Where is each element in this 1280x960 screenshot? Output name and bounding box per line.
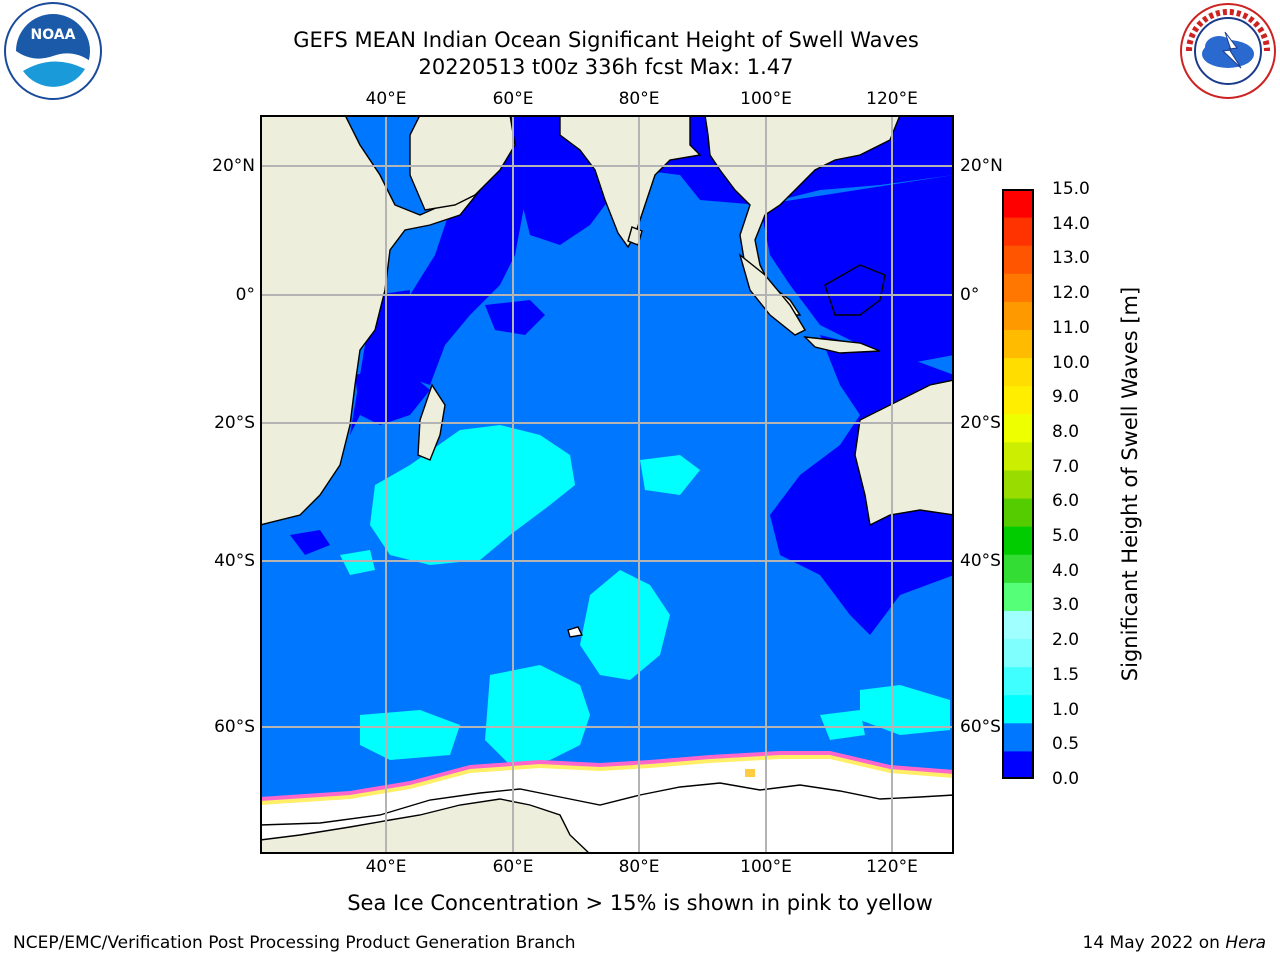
- map-panel: [260, 115, 954, 854]
- noaa-logo: NOAA: [3, 1, 103, 101]
- colorbar-tick-label: 10.0: [1052, 352, 1090, 373]
- colorbar-tick-label: 7.0: [1052, 456, 1080, 477]
- colorbar-bin: [1002, 582, 1034, 611]
- colorbar-tick-label: 1.5: [1052, 664, 1080, 685]
- colorbar-tick-label: 0.5: [1052, 734, 1080, 755]
- colorbar-bin: [1002, 329, 1034, 359]
- colorbar-tick-label: 5.0: [1052, 526, 1080, 547]
- colorbar-bin: [1002, 245, 1034, 274]
- land-kerguelen: [567, 626, 584, 638]
- chart-subtitle: 20220513 t00z 336h fcst Max: 1.47: [418, 55, 794, 79]
- map-svg: [260, 115, 954, 854]
- lon-label-bottom: 40°E: [365, 857, 407, 877]
- lat-label-left: 60°S: [214, 717, 255, 737]
- lon-label-bottom: 80°E: [618, 857, 660, 877]
- lon-label-bottom: 120°E: [866, 857, 918, 877]
- lat-label-right: 40°S: [960, 551, 1001, 571]
- colorbar-bin: [1002, 554, 1034, 583]
- land-borneo: [824, 264, 886, 316]
- lat-label-left: 20°N: [212, 156, 255, 176]
- chart-title: GEFS MEAN Indian Ocean Significant Heigh…: [293, 28, 919, 52]
- svg-text:NOAA: NOAA: [31, 27, 76, 43]
- colorbar-tick-label: 11.0: [1052, 317, 1090, 338]
- colorbar-tick-label: 4.0: [1052, 560, 1080, 581]
- colorbar-bin: [1002, 189, 1034, 218]
- lat-label-left: 20°S: [214, 413, 255, 433]
- colorbar-tick-label: 13.0: [1052, 248, 1090, 269]
- colorbar-bin: [1002, 441, 1034, 471]
- colorbar-bin: [1002, 610, 1034, 640]
- colorbar-label-text: Significant Height of Swell Waves [m]: [1118, 286, 1142, 682]
- lon-label-top: 60°E: [492, 89, 534, 109]
- colorbar-border: [1002, 189, 1034, 779]
- colorbar-tick-label: 0.0: [1052, 769, 1080, 789]
- colorbar-tick-label: 1.0: [1052, 699, 1080, 720]
- colorbar-bin: [1002, 638, 1034, 668]
- antarctica-land: [260, 798, 592, 854]
- colorbar-tick-label: 3.0: [1052, 595, 1080, 616]
- colorbar-bin: [1002, 722, 1034, 752]
- lat-label-left: 40°S: [214, 551, 255, 571]
- grid-lines: [260, 115, 954, 854]
- lon-label-top: 120°E: [866, 89, 918, 109]
- colorbar-bin: [1002, 357, 1034, 387]
- lat-label-right: 0°: [960, 285, 980, 305]
- colorbar-tick-label: 15.0: [1052, 179, 1090, 199]
- lon-label-bottom: 60°E: [492, 857, 534, 877]
- colorbar-tick-label: 12.0: [1052, 283, 1090, 304]
- footer-date-text: 14 May 2022 on: [1082, 933, 1226, 953]
- colorbar-bin: [1002, 273, 1034, 302]
- lon-label-top: 100°E: [740, 89, 792, 109]
- colorbar-bin: [1002, 498, 1034, 527]
- high-swell-regions: [340, 425, 950, 765]
- lat-label-right: 20°S: [960, 413, 1001, 433]
- lat-label-right: 60°S: [960, 717, 1001, 737]
- land-java: [803, 336, 881, 354]
- colorbar-bin: [1002, 469, 1034, 499]
- lat-label-right: 20°N: [960, 156, 1003, 176]
- colorbar-bin: [1002, 301, 1034, 330]
- sea-ice-note: Sea Ice Concentration > 15% is shown in …: [347, 891, 933, 915]
- colorbar: [1002, 189, 1034, 780]
- land-australia: [854, 379, 954, 527]
- colorbar-bin: [1002, 413, 1034, 443]
- lon-label-top: 40°E: [365, 89, 407, 109]
- colorbar-tick-label: 6.0: [1052, 491, 1080, 512]
- colorbar-bin: [1002, 666, 1034, 696]
- colorbar-tick-label: 2.0: [1052, 630, 1080, 651]
- colorbar-bin: [1002, 217, 1034, 246]
- lon-label-top: 80°E: [618, 89, 660, 109]
- colorbar-bin: [1002, 750, 1034, 780]
- lon-label-bottom: 100°E: [740, 857, 792, 877]
- footer-date: 14 May 2022 on Hera: [1083, 932, 1267, 954]
- colorbar-tick-label: 8.0: [1052, 421, 1080, 442]
- nws-logo: [1179, 2, 1277, 100]
- colorbar-bin: [1002, 385, 1034, 415]
- colorbar-tick-label: 14.0: [1052, 213, 1090, 234]
- colorbar-bin: [1002, 526, 1034, 555]
- colorbar-tick-label: 9.0: [1052, 387, 1080, 408]
- footer-credit: NCEP/EMC/Verification Post Processing Pr…: [13, 933, 576, 953]
- colorbar-bin: [1002, 694, 1034, 724]
- footer-host: Hera: [1225, 933, 1266, 953]
- lat-label-left: 0°: [235, 285, 255, 305]
